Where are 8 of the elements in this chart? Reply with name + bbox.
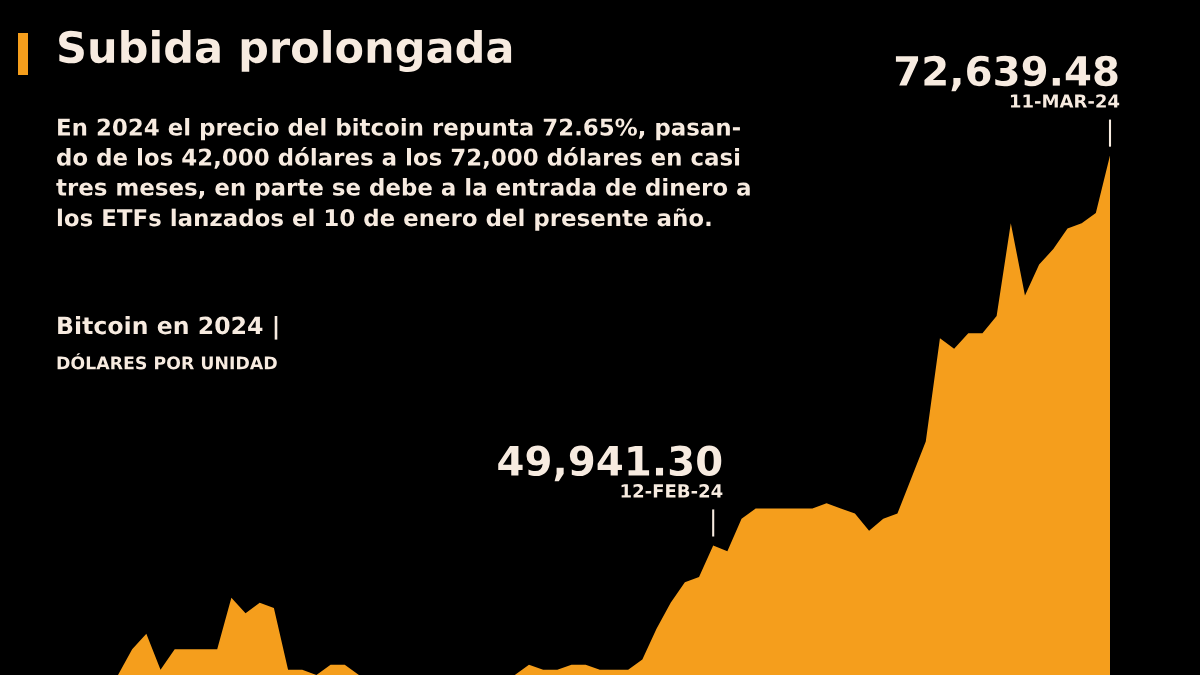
data-label: 49,941.30	[498, 445, 722, 482]
text: En 2024 el precio del bitcoin repunta 72.65%, pasan- do de los 42,000 dólares a los 72,000 dólares en casi tres meses, en parte se debe a la entrada de dinero a los ETFs lanzados el 10 de enero del presente año.	[56, 118, 750, 231]
annotation: 11-MAR-24	[1010, 94, 1120, 108]
data-label: 72,639.48	[895, 55, 1118, 92]
annotation: Bitcoin en 2024 |	[58, 316, 278, 340]
text: Subida prolongada	[59, 30, 512, 73]
annotation: 12-FEB-24	[621, 484, 723, 498]
annotation: DÓLARES POR UNIDAD	[57, 353, 277, 370]
